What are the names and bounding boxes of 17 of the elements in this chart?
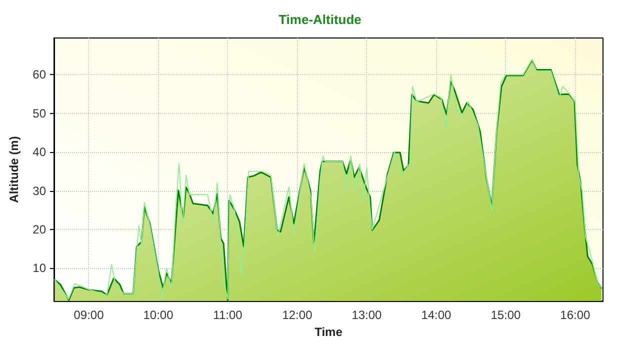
y-tick-label: 30 <box>32 184 46 198</box>
x-tick-label: 13:00 <box>352 308 382 322</box>
x-tick-label: 11:00 <box>213 308 243 322</box>
x-tick-label: 15:00 <box>490 308 522 322</box>
x-axis-title: Time <box>314 324 343 339</box>
x-tick-label: 10:00 <box>143 308 174 322</box>
y-tick-label: 60 <box>32 68 46 82</box>
x-tick-label: 16:00 <box>560 308 591 322</box>
y-tick-label: 40 <box>32 145 46 160</box>
x-tick-label: 14:00 <box>421 308 452 322</box>
x-tick-label: 09:00 <box>74 308 104 322</box>
x-tick-label: 12:00 <box>282 308 313 322</box>
y-tick-label: 50 <box>32 106 46 120</box>
y-tick-label: 10 <box>32 261 46 276</box>
chart-title: Time-Altitude <box>278 12 362 27</box>
y-tick-label: 20 <box>32 222 46 236</box>
y-axis-title: Altitude (m) <box>7 136 21 203</box>
